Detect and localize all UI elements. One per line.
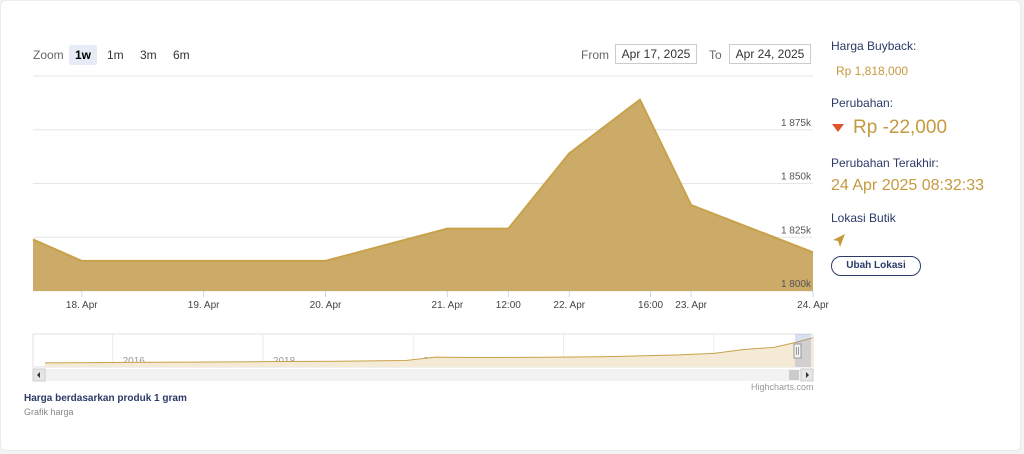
navigator[interactable]: 20162018202020222024 [32,333,814,382]
x-tick-label: 12:00 [496,300,521,311]
x-tick-label: 22. Apr [553,300,585,311]
x-tick-label: 18. Apr [66,300,98,311]
y-tick-label: 1 800k [781,279,812,290]
last-change-value: 24 Apr 2025 08:32:33 [831,177,985,194]
scrollbar-thumb [789,370,799,380]
price-area [33,99,813,292]
zoom-1m-button[interactable]: 1m [107,48,124,62]
navigator-selection [795,334,811,367]
zoom-6m-button[interactable]: 6m [173,48,190,62]
chevron-left-icon [37,372,40,378]
buyback-value: Rp 1,818,000 [836,64,909,78]
from-date-input[interactable]: Apr 17, 2025 [615,44,697,64]
down-triangle-icon [832,124,844,132]
to-date-input[interactable]: Apr 24, 2025 [729,44,811,64]
change-location-button[interactable]: Ubah Lokasi [831,256,921,276]
y-tick-label: 1 850k [781,172,812,183]
zoom-1w-button[interactable]: 1w [69,45,98,65]
from-label: From [581,48,609,62]
change-value: Rp -22,000 [853,117,948,138]
zoom-label: Zoom [33,48,64,62]
last-change-label: Perubahan Terakhir: [831,156,939,170]
navigator-year-label: 2016 [123,356,146,367]
buyback-label: Harga Buyback: [831,39,917,53]
navigator-handle [793,343,802,359]
x-tick-label: 19. Apr [188,300,220,311]
series-layer [32,98,814,292]
x-tick-label: 16:00 [638,300,663,311]
x-tick-label: 23. Apr [675,300,707,311]
navigator-line [44,337,814,364]
highcharts-credits[interactable]: Highcharts.com [751,382,814,392]
footnote-title: Harga berdasarkan produk 1 gram [24,393,187,404]
to-label: To [709,48,722,62]
x-tick-label: 21. Apr [432,300,464,311]
navigator-area [45,337,813,367]
zoom-3m-button[interactable]: 3m [140,48,157,62]
chevron-right-icon [806,372,809,378]
footnote-subtitle: Grafik harga [24,407,74,417]
change-label: Perubahan: [831,96,894,110]
location-label: Lokasi Butik [831,211,896,225]
y-tick-label: 1 875k [781,118,812,129]
y-tick-label: 1 825k [781,225,812,236]
location-arrow-icon[interactable] [831,233,847,249]
x-tick-label: 20. Apr [310,300,342,311]
scrollbar-track [33,369,813,381]
axis-layer: 1 800k 1 825k 1 850k 1 875k 18. Apr 19. Apr 20… [66,118,830,311]
x-tick-label: 24. Apr [797,300,829,311]
